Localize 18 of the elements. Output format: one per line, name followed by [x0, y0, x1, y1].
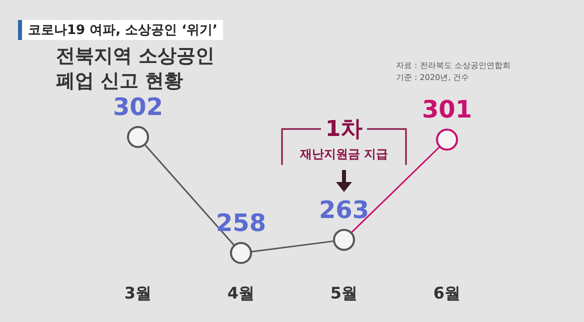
annotation: 재난지원금 지급 — [298, 146, 390, 163]
point — [333, 228, 355, 251]
data-label: 263 — [318, 196, 370, 224]
text: 코로나19 여파, 소상공인 ‘위기’ — [18, 20, 224, 40]
data-label: 301 — [422, 96, 472, 124]
annotation: 1차 — [324, 117, 364, 142]
point — [230, 242, 252, 264]
text: 기준 : 2020년, 건수 — [396, 72, 470, 84]
text: 자료 : 전라북도 소상공인연합회 — [396, 60, 510, 72]
data-label: 258 — [216, 209, 266, 237]
x-tick-label: 6월 — [433, 283, 461, 302]
x-tick-label: 5월 — [330, 283, 358, 302]
point — [436, 128, 458, 151]
chart-title: 전북지역 소상공인 폐업 신고 현황 — [56, 44, 216, 94]
data-label: 302 — [112, 93, 164, 121]
point — [127, 126, 149, 148]
x-tick-label: 4월 — [227, 283, 255, 302]
x-tick-label: 3월 — [124, 283, 152, 302]
